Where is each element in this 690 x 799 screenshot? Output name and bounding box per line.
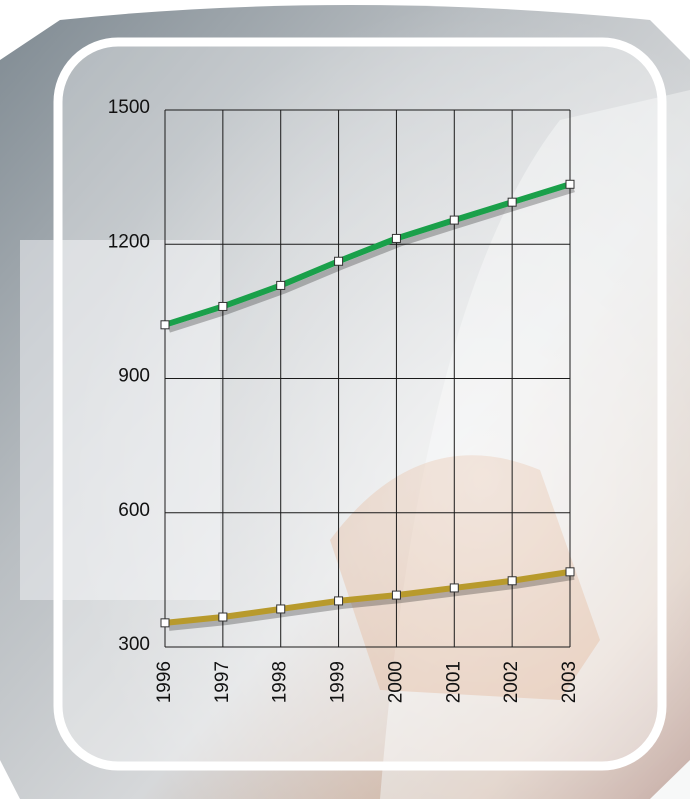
frame: [53, 37, 667, 771]
y-tick-label: 300: [118, 634, 150, 655]
point-marker: [218, 612, 228, 622]
point-marker: [218, 301, 228, 311]
point-marker: [391, 233, 401, 243]
point-marker: [160, 618, 170, 628]
point-marker: [276, 280, 286, 290]
x-tick-label: 1999: [328, 661, 349, 703]
y-tick-label: 1200: [108, 231, 150, 252]
point-marker: [507, 197, 517, 207]
y-tick-label: 1500: [108, 97, 150, 118]
point-marker: [449, 215, 459, 225]
point-marker: [507, 576, 517, 586]
point-marker: [334, 596, 344, 606]
point-marker: [565, 567, 575, 577]
point-marker: [276, 604, 286, 614]
point-marker: [565, 179, 575, 189]
point-marker: [391, 590, 401, 600]
point-marker: [160, 320, 170, 330]
x-tick-label: 1998: [270, 661, 291, 703]
x-tick-label: 2001: [443, 661, 464, 703]
x-tick-label: 1996: [154, 661, 175, 703]
point-marker: [449, 583, 459, 593]
plot-area: 300 600 900 1200 1500 1996 1997 1998 1999 2000 200…: [108, 97, 580, 703]
x-tick-label: 1997: [212, 661, 233, 703]
series-shadow: [168, 573, 575, 631]
point-marker: [334, 256, 344, 266]
x-tick-label: 2000: [385, 661, 406, 703]
x-tick-label: 2003: [559, 661, 580, 703]
y-tick-label: 900: [118, 366, 150, 387]
series-line: [164, 181, 571, 328]
y-tick-label: 600: [118, 500, 150, 521]
series-line: [164, 568, 571, 626]
x-tick-label: 2002: [501, 661, 522, 703]
series-shadow: [168, 186, 575, 333]
